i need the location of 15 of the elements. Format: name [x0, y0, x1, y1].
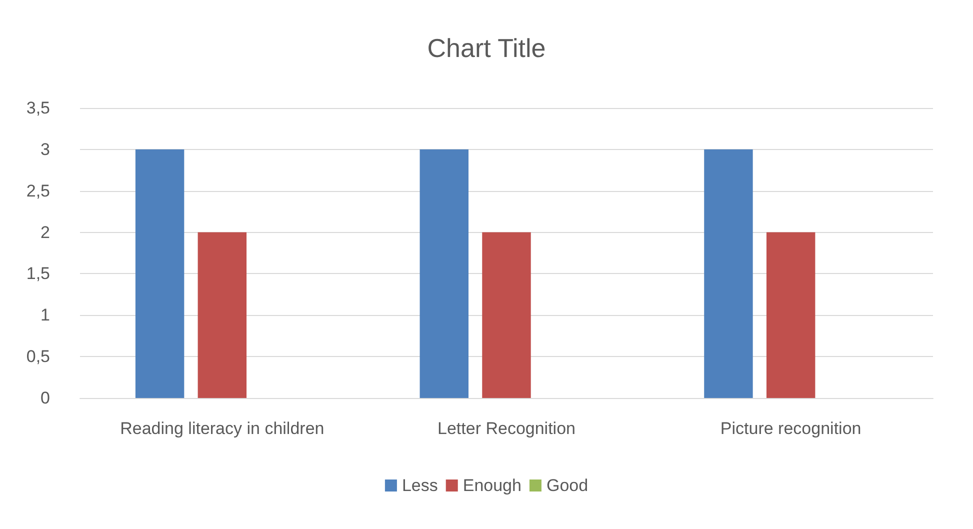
y-tick-label: 1 — [40, 306, 50, 325]
x-tick-label: Letter Recognition — [438, 419, 576, 438]
y-tick-label: 0 — [40, 388, 50, 408]
y-tick-label: 3 — [40, 140, 50, 159]
x-tick-label: Reading literacy in children — [120, 419, 324, 438]
y-tick-label: 0,5 — [26, 347, 50, 366]
y-tick-label: 1,5 — [26, 264, 50, 284]
legend-label: Less — [402, 476, 438, 495]
chart-title: Chart Title — [427, 33, 546, 63]
legend-label: Enough — [462, 476, 522, 495]
x-tick-label: Picture recognition — [720, 419, 862, 438]
y-tick-label: 3,5 — [26, 98, 50, 118]
y-tick-label: 2 — [40, 222, 50, 242]
legend-label: Good — [546, 476, 588, 495]
y-tick-label: 2,5 — [26, 181, 50, 200]
